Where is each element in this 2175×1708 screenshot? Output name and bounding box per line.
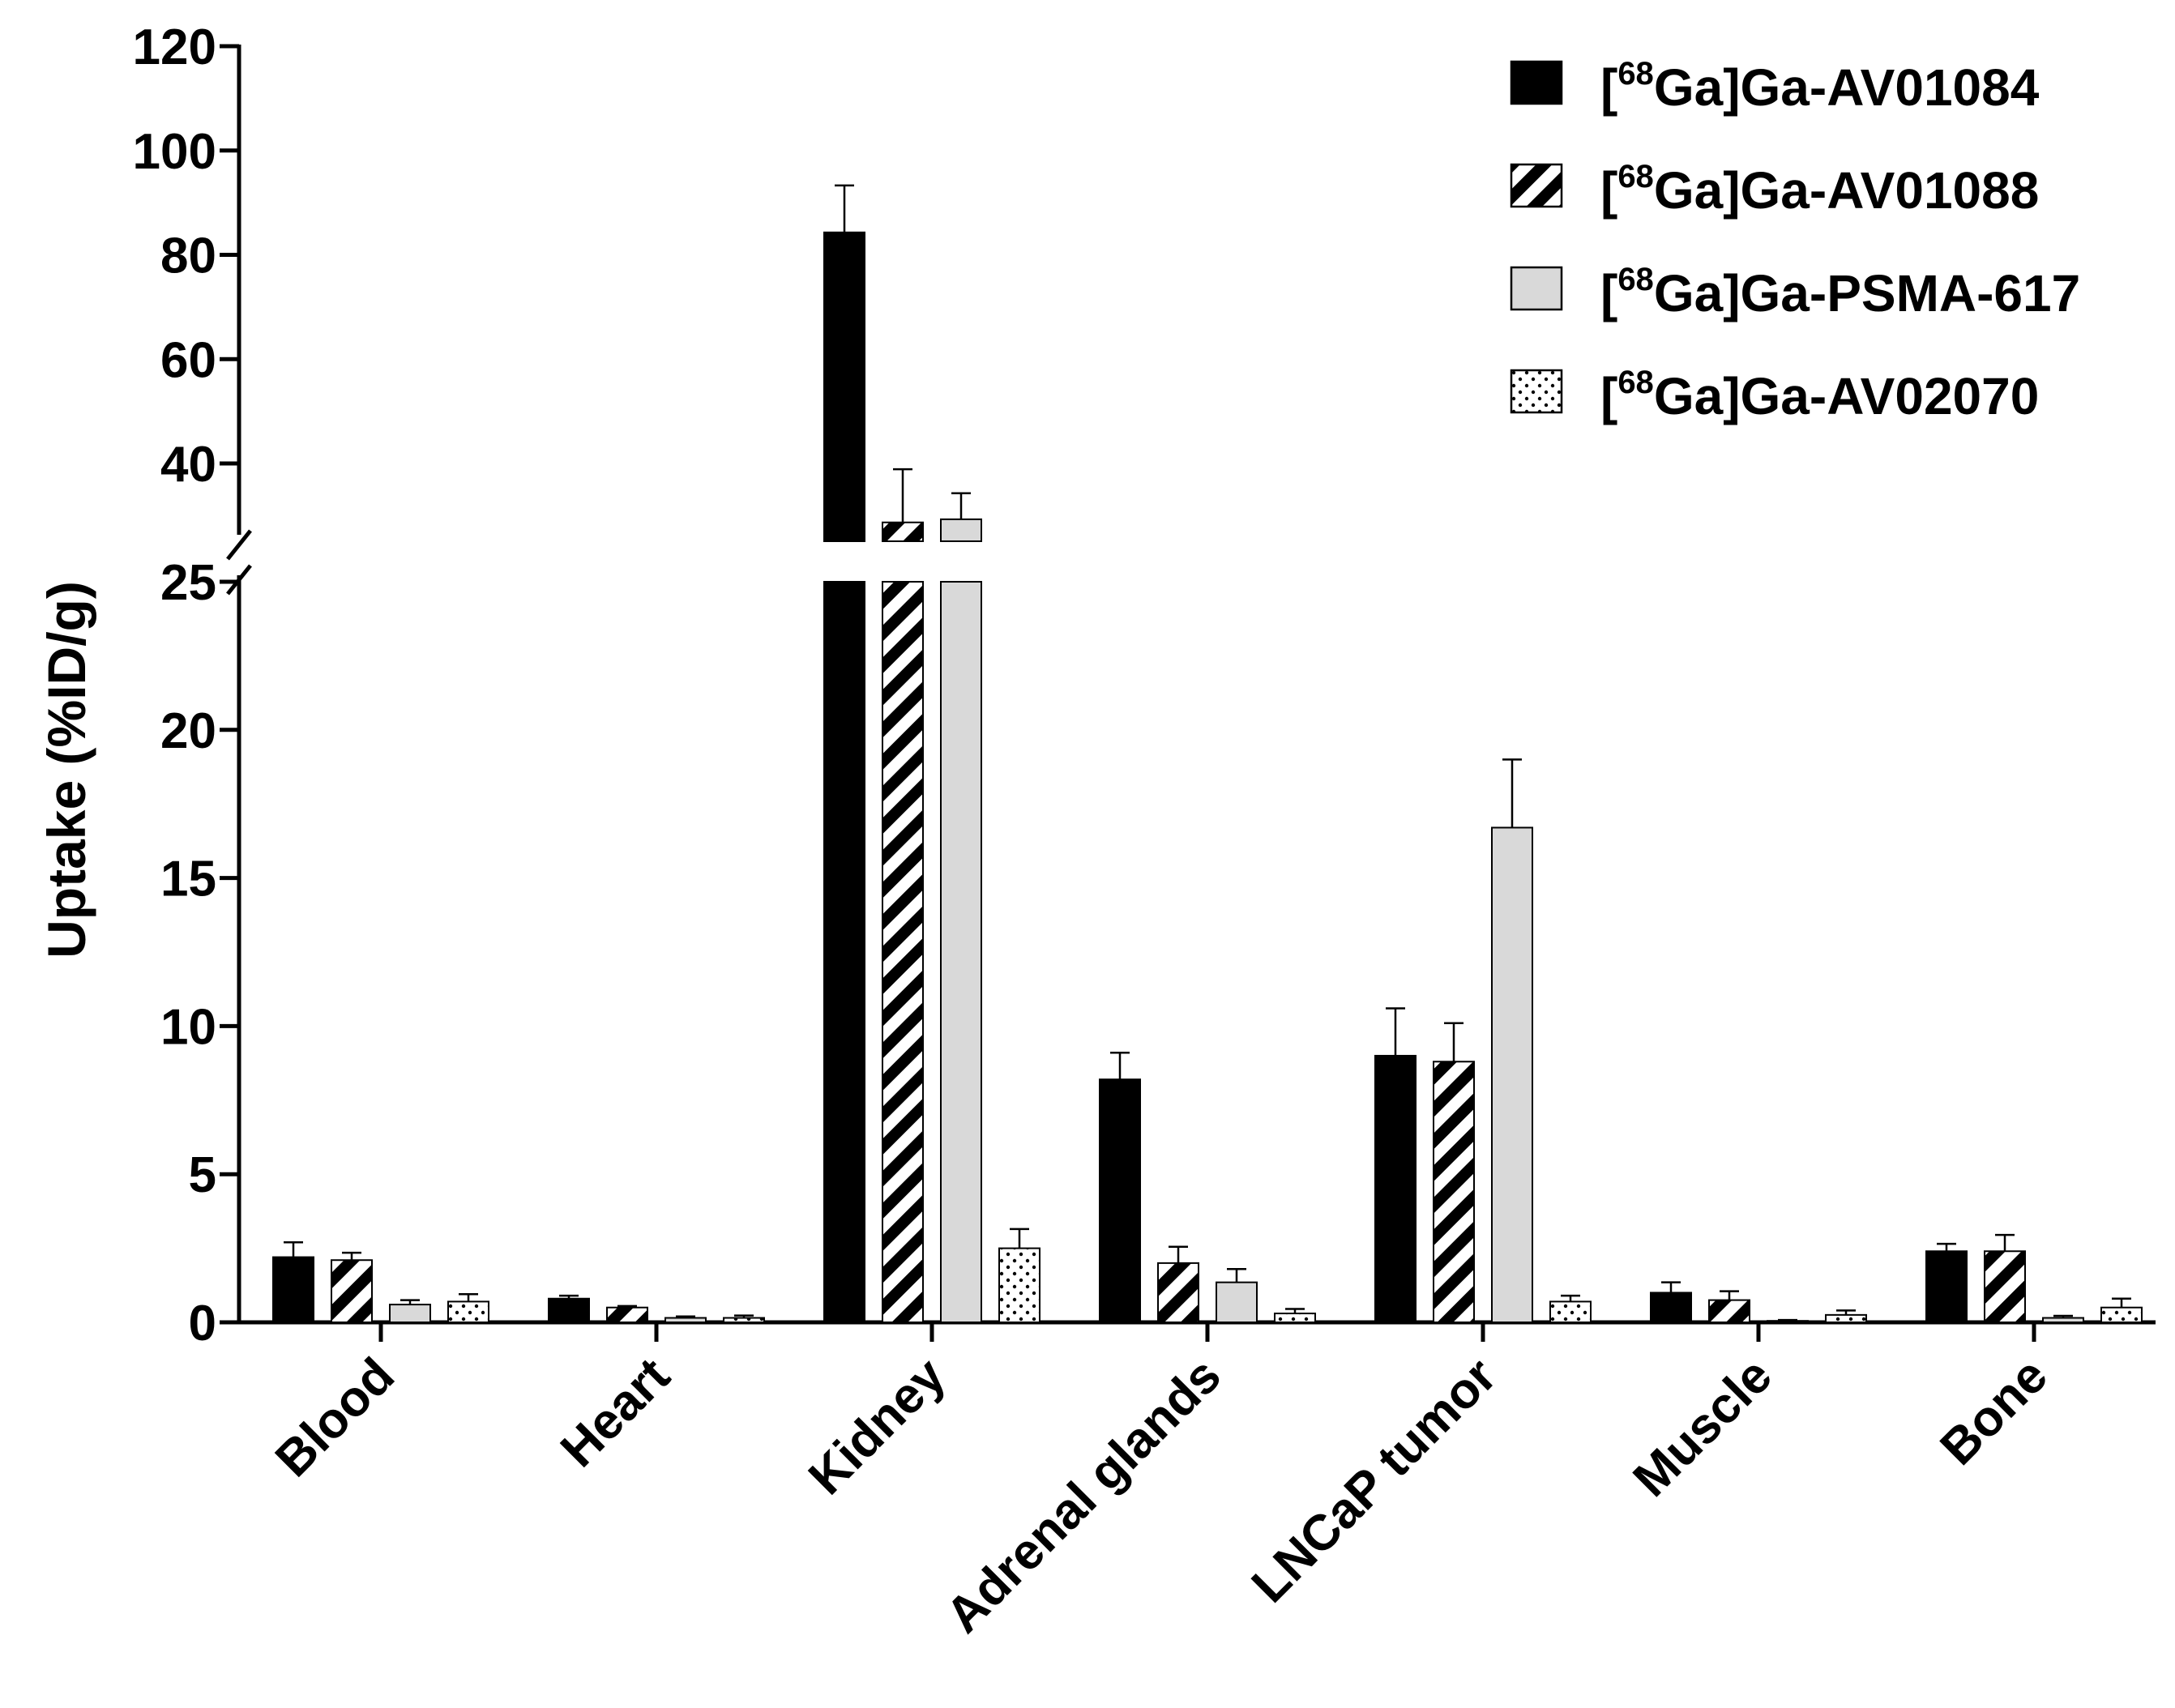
bar-group: [998, 1228, 1040, 1323]
bar: [882, 581, 924, 1323]
bar: [1274, 1313, 1316, 1323]
bar: [1925, 1250, 1968, 1323]
y-tick-label: 25: [160, 555, 216, 611]
bar-group: [272, 1241, 314, 1323]
bar: [331, 1259, 373, 1323]
bar: [1157, 1262, 1199, 1324]
bars: [272, 184, 2143, 1324]
x-tick-label: Adrenal glands: [935, 1347, 1231, 1643]
y-tick-label: 120: [133, 19, 216, 75]
bar: [1984, 1250, 2026, 1323]
bar-group: [389, 1299, 431, 1323]
y-tick-label: 20: [160, 703, 216, 759]
bar-group: [723, 1314, 765, 1323]
legend-label: [68Ga]Ga-AV01084: [1600, 56, 2040, 117]
x-tick-label: Blood: [265, 1347, 405, 1488]
legend-label: [68Ga]Ga-AV02070: [1600, 365, 2039, 425]
bar-group: [664, 1315, 707, 1323]
bar-group: [331, 1251, 373, 1323]
bar-group: [1984, 1233, 2026, 1323]
bar: [272, 1256, 314, 1323]
legend-label: [68Ga]Ga-AV01088: [1600, 159, 2039, 220]
bar-group: [1767, 1318, 1809, 1323]
bar-group: [940, 492, 982, 1323]
bar-group: [2042, 1314, 2084, 1323]
bar-group: [1650, 1281, 1692, 1323]
bar-group: [1925, 1242, 1968, 1323]
y-tick-label: 5: [189, 1147, 216, 1203]
bar-group: [1433, 1022, 1475, 1323]
bar-upper: [882, 521, 924, 543]
bar: [2100, 1306, 2143, 1323]
x-tick-label: Bone: [1930, 1347, 2058, 1475]
bar: [1767, 1320, 1809, 1323]
y-tick-label: 60: [160, 332, 216, 388]
bar-upper: [823, 231, 865, 542]
legend-swatch: [1510, 163, 1563, 208]
axis-break-mark: [226, 529, 252, 561]
bar-group: [1157, 1245, 1199, 1324]
x-tick-label: Kidney: [798, 1347, 956, 1505]
bar: [664, 1317, 707, 1323]
bar: [940, 581, 982, 1323]
legend: [68Ga]Ga-AV01084 [68Ga]Ga-AV01088 [68Ga]Ga…: [1510, 56, 2080, 425]
bar: [1433, 1061, 1475, 1323]
bar: [1650, 1292, 1692, 1323]
bar-group: [1274, 1308, 1316, 1323]
bar: [548, 1297, 590, 1323]
bar: [723, 1317, 765, 1323]
axes: 0 5 10 15 20 25 40 60 80 100 120 Blood Heart KidneyAd…: [133, 19, 2156, 1644]
y-tick-label: 10: [160, 999, 216, 1055]
bar: [1825, 1313, 1867, 1323]
y-tick-label: 0: [189, 1296, 216, 1351]
y-tick-label: 80: [160, 228, 216, 284]
bar-group: [2100, 1297, 2143, 1323]
bar-group: [548, 1294, 590, 1323]
bar-group: [1099, 1052, 1141, 1323]
bar-group: [1708, 1290, 1750, 1323]
bar: [389, 1304, 431, 1323]
bar-group: [1216, 1267, 1258, 1324]
bar: [998, 1247, 1040, 1323]
x-tick-label: LNCaP tumor: [1241, 1347, 1507, 1613]
legend-entry: [68Ga]Ga-AV02070: [1510, 365, 2039, 425]
bar-group: [882, 468, 924, 1323]
bar: [823, 581, 865, 1323]
bar: [447, 1300, 489, 1323]
bar-upper: [940, 518, 982, 542]
y-tick-label: 40: [160, 437, 216, 493]
x-tick-label: Muscle: [1622, 1347, 1782, 1507]
bar: [606, 1306, 648, 1323]
bar-group: [447, 1293, 489, 1323]
legend-swatch: [1510, 266, 1563, 311]
x-tick-label: Heart: [550, 1347, 681, 1478]
bar-group: [1549, 1294, 1592, 1323]
bar: [1374, 1054, 1417, 1323]
legend-entry: [68Ga]Ga-PSMA-617: [1510, 262, 2080, 322]
bar-group: [1491, 758, 1533, 1323]
y-tick-label: 100: [133, 124, 216, 180]
legend-entry: [68Ga]Ga-AV01088: [1510, 159, 2039, 220]
bar: [1216, 1281, 1258, 1324]
bar: [1708, 1299, 1750, 1323]
bar: [2042, 1317, 2084, 1323]
bar-group: [1374, 1007, 1417, 1323]
bar: [1491, 826, 1533, 1323]
y-tick-label: 15: [160, 852, 216, 907]
bar: [1099, 1078, 1141, 1323]
legend-label: [68Ga]Ga-PSMA-617: [1600, 262, 2080, 322]
legend-swatch: [1510, 60, 1563, 105]
legend-entry: [68Ga]Ga-AV01084: [1510, 56, 2040, 117]
bar: [1549, 1300, 1592, 1323]
bar-group: [823, 184, 865, 1323]
legend-swatch: [1510, 369, 1563, 414]
bar-group: [606, 1304, 648, 1323]
bar-group: [1825, 1309, 1867, 1323]
y-axis-title: Uptake (%ID/g): [36, 581, 96, 959]
